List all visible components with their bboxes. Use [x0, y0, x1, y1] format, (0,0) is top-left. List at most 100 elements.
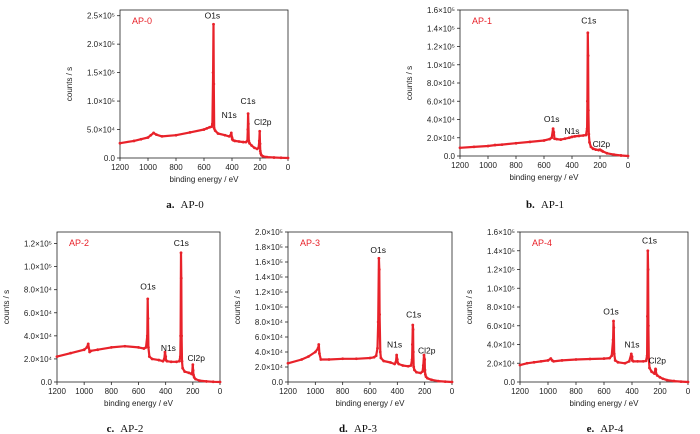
peak-label: N1s: [564, 126, 579, 136]
peak-label: N1s: [624, 339, 639, 349]
chart-panel-ap3: 1200 1000 800 600 400 200 0 0.0 2.0×10⁴ 4.0×10⁴ 6.…: [233, 228, 455, 434]
data-point: [258, 149, 262, 153]
data-point: [191, 363, 195, 367]
plot-frame: [119, 9, 289, 159]
data-point: [165, 359, 169, 363]
y-tick-label: 0.0: [272, 378, 284, 387]
data-point: [157, 358, 161, 362]
data-point: [179, 276, 183, 280]
data-point: [279, 156, 283, 160]
panel-caption: b. AP-1: [526, 199, 564, 211]
data-point: [413, 368, 416, 372]
peak-label: O1s: [140, 282, 156, 292]
data-point: [654, 368, 658, 372]
data-point: [180, 359, 184, 363]
data-point: [395, 353, 399, 357]
x-tick-label: 800: [336, 387, 350, 396]
data-point: [619, 154, 623, 157]
data-point: [411, 328, 415, 331]
data-point: [147, 355, 151, 359]
peak-label: N1s: [161, 343, 176, 353]
data-point: [192, 373, 195, 377]
x-tick-label: 1200: [111, 163, 129, 172]
data-point: [183, 370, 187, 374]
data-point: [421, 364, 425, 367]
data-point: [163, 350, 167, 354]
x-tick-label: 1200: [451, 161, 469, 170]
caption-letter: e.: [587, 423, 595, 434]
data-point: [258, 129, 262, 133]
data-point: [646, 249, 650, 253]
data-point: [397, 362, 401, 366]
data-point: [573, 134, 577, 138]
caption-text: AP-4: [600, 423, 624, 434]
y-tick-label: 4.0×10⁴: [487, 341, 516, 350]
data-point: [218, 380, 222, 384]
x-tick-label: 400: [391, 387, 405, 396]
data-point: [246, 112, 250, 115]
x-tick-label: 200: [653, 387, 667, 396]
data-point: [647, 357, 651, 360]
data-point: [608, 356, 611, 360]
data-point: [109, 345, 113, 349]
chart-panel-ap2: 1200 1000 800 600 400 200 0 0.0 2.0×10⁴ 4.0×10⁴ 6.…: [2, 231, 223, 434]
data-point: [423, 373, 427, 376]
data-point: [411, 350, 415, 354]
data-point: [317, 343, 321, 346]
y-tick-label: 4.0×10⁴: [255, 348, 284, 357]
data-point: [415, 370, 418, 374]
data-point: [187, 371, 191, 375]
data-point: [180, 334, 183, 338]
y-tick-label: 1.6×10⁵: [427, 6, 455, 15]
data-point: [229, 131, 233, 135]
data-point: [539, 359, 543, 363]
y-tick-label: 1.0×10⁵: [87, 97, 115, 106]
data-point: [191, 369, 195, 372]
caption-text: AP-3: [354, 423, 378, 434]
data-point: [164, 355, 168, 359]
data-point: [132, 139, 136, 143]
data-point: [443, 380, 447, 384]
data-point: [406, 364, 410, 368]
data-point: [210, 125, 214, 129]
y-tick-label: 0.0: [104, 154, 116, 163]
chart-panel-ap4: 1200 1000 800 600 400 200 0 0.0 2.0×10⁴ 4.0×10⁴ 6.…: [465, 228, 691, 434]
data-point: [257, 139, 261, 143]
x-tick-label: 400: [625, 387, 639, 396]
panel-name: AP-3: [300, 238, 320, 248]
data-point: [648, 366, 651, 370]
data-point: [202, 128, 206, 131]
data-point: [258, 142, 262, 146]
x-tick-label: 1000: [479, 161, 497, 170]
data-point: [69, 351, 72, 355]
panel-caption: e. AP-4: [587, 423, 624, 434]
y-tick-label: 2.0×10⁴: [24, 355, 53, 364]
caption-text: AP-0: [181, 199, 205, 211]
data-point: [450, 380, 454, 384]
y-tick-label: 8.0×10⁴: [427, 79, 456, 88]
y-tick-label: 6.0×10⁴: [255, 333, 284, 342]
data-point: [177, 359, 181, 363]
data-point: [212, 22, 215, 26]
data-point: [588, 140, 591, 144]
y-axis-label: counts / s: [233, 290, 242, 324]
data-point: [376, 346, 379, 350]
data-point: [646, 324, 650, 328]
y-tick-label: 1.0×10⁵: [427, 61, 455, 70]
y-tick-label: 1.4×10⁵: [255, 273, 283, 282]
x-axis-label: binding energy / eV: [336, 399, 406, 408]
data-point: [658, 375, 662, 379]
y-tick-label: 2.0×10⁴: [427, 134, 456, 143]
data-point: [272, 156, 276, 159]
data-point: [286, 156, 290, 160]
x-tick-label: 200: [253, 163, 267, 172]
data-point: [377, 256, 381, 260]
data-point: [261, 154, 265, 158]
data-point: [426, 376, 429, 380]
data-point: [419, 371, 422, 375]
panel-name: AP-2: [69, 238, 89, 248]
data-point: [137, 345, 140, 349]
data-point: [253, 146, 256, 150]
data-point: [552, 130, 556, 134]
y-tick-label: 1.4×10⁵: [427, 24, 455, 33]
